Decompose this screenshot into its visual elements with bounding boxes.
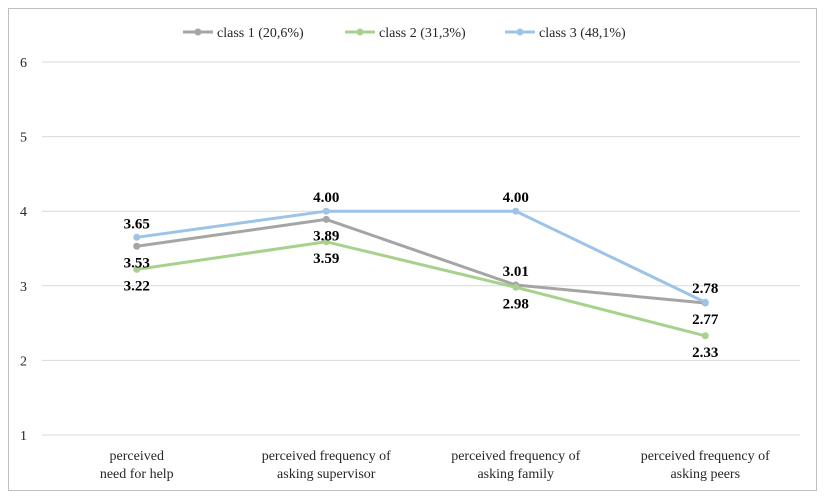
data-label: 3.22 [124, 278, 150, 294]
data-label: 2.33 [692, 345, 718, 361]
series-line-class-2 [136, 240, 706, 338]
data-label: 4.00 [313, 190, 339, 206]
y-tick-label: 4 [20, 205, 27, 220]
x-category-label: perceived frequency of asking supervisor [262, 449, 391, 482]
y-tick-label: 3 [20, 280, 27, 295]
data-point [322, 238, 330, 246]
data-point [322, 215, 330, 223]
data-label: 3.59 [313, 251, 339, 267]
y-tick-label: 5 [20, 131, 27, 146]
data-label: 2.77 [692, 312, 719, 328]
series-line-class-1 [136, 217, 706, 305]
y-tick-label: 2 [20, 354, 27, 369]
data-label: 3.01 [503, 264, 529, 280]
y-tick-label: 1 [20, 429, 27, 444]
data-point [133, 265, 141, 273]
data-point [701, 298, 709, 306]
x-category-label: perceived frequency of asking family [451, 449, 580, 482]
legend-label-class-2: class 2 (31,3%) [379, 26, 466, 41]
data-point [322, 207, 330, 215]
x-category-label: perceived need for help [100, 449, 174, 482]
legend-label-class-1: class 1 (20,6%) [217, 26, 304, 41]
series-line-class-3 [136, 209, 706, 304]
data-label: 3.89 [313, 228, 339, 244]
data-point [512, 283, 520, 291]
x-category-label: perceived frequency of asking peers [641, 449, 770, 482]
data-point [701, 332, 709, 340]
data-point [512, 207, 520, 215]
legend-marker [356, 28, 364, 36]
data-label: 3.53 [124, 255, 150, 271]
legend-marker [516, 28, 524, 36]
data-label: 4.00 [503, 190, 529, 206]
legend-label-class-3: class 3 (48,1%) [539, 26, 626, 41]
data-point [133, 242, 141, 250]
legend-marker [194, 28, 202, 36]
y-tick-label: 6 [20, 56, 27, 71]
data-point [133, 233, 141, 241]
data-label: 2.78 [692, 281, 718, 297]
data-label: 2.98 [503, 296, 529, 312]
data-label: 3.65 [124, 216, 150, 232]
